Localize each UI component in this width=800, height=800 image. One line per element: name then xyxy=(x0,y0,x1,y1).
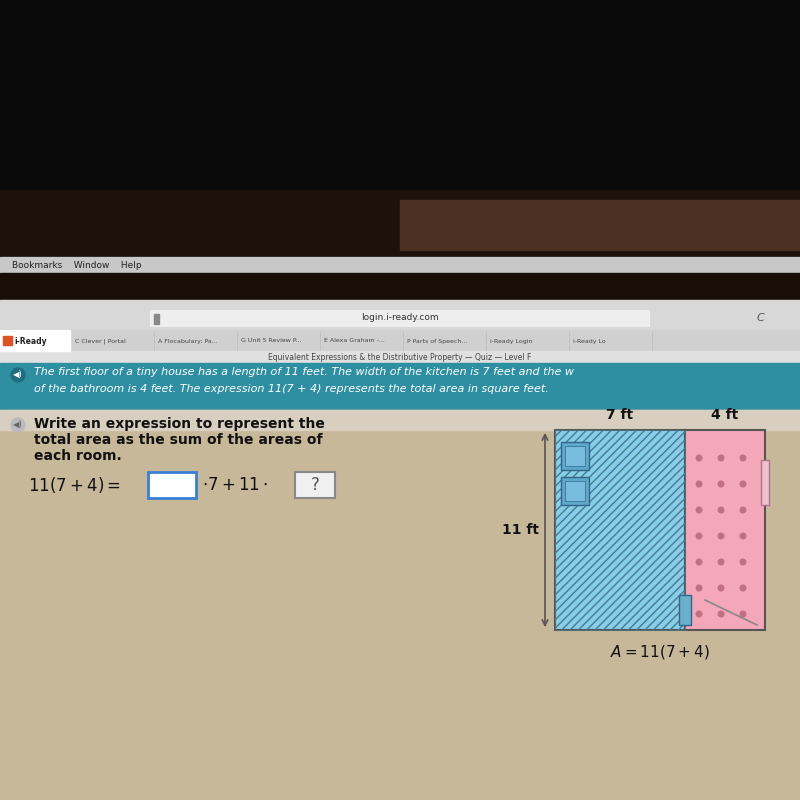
Bar xyxy=(761,460,769,505)
Bar xyxy=(0,410,800,800)
Circle shape xyxy=(740,481,746,486)
Circle shape xyxy=(740,611,746,617)
Circle shape xyxy=(696,507,702,513)
Text: ?: ? xyxy=(310,476,319,494)
Text: E Alexa Graham -...: E Alexa Graham -... xyxy=(324,338,385,343)
Circle shape xyxy=(718,559,724,565)
Bar xyxy=(0,330,800,351)
Text: A Flocabulary: Pa...: A Flocabulary: Pa... xyxy=(158,338,218,343)
Circle shape xyxy=(11,418,25,432)
Bar xyxy=(295,472,335,498)
Text: i-Ready Lo: i-Ready Lo xyxy=(573,338,606,343)
Text: ◀): ◀) xyxy=(13,421,23,430)
Circle shape xyxy=(740,507,746,513)
Bar xyxy=(148,472,196,498)
Text: $\cdot 7 + 11 \cdot$: $\cdot 7 + 11 \cdot$ xyxy=(202,476,268,494)
Text: 7 ft: 7 ft xyxy=(606,408,634,422)
Circle shape xyxy=(696,586,702,590)
Bar xyxy=(679,595,691,625)
Text: C Clever | Portal: C Clever | Portal xyxy=(75,338,126,344)
Text: $A = 11(7 + 4)$: $A = 11(7 + 4)$ xyxy=(610,643,710,661)
Text: P Parts of Speech...: P Parts of Speech... xyxy=(407,338,467,343)
Bar xyxy=(0,273,800,300)
Bar xyxy=(0,410,800,430)
Circle shape xyxy=(718,507,724,513)
Text: i-Ready: i-Ready xyxy=(14,337,46,346)
Circle shape xyxy=(740,559,746,565)
Circle shape xyxy=(696,533,702,539)
Circle shape xyxy=(696,559,702,565)
Text: The first floor of a tiny house has a length of 11 feet. The width of the kitche: The first floor of a tiny house has a le… xyxy=(34,367,574,377)
Text: 11 ft: 11 ft xyxy=(502,523,538,537)
Bar xyxy=(0,257,800,273)
Text: Bookmarks    Window    Help: Bookmarks Window Help xyxy=(12,261,142,270)
Bar xyxy=(0,300,800,330)
Text: Equivalent Expressions & the Distributive Property — Quiz — Level F: Equivalent Expressions & the Distributiv… xyxy=(268,353,532,362)
Bar xyxy=(0,0,800,270)
Circle shape xyxy=(718,586,724,590)
Bar xyxy=(561,477,589,505)
Bar xyxy=(3,336,12,345)
Bar xyxy=(400,200,800,250)
Text: of the bathroom is 4 feet. The expression 11(7 + 4) represents the total area in: of the bathroom is 4 feet. The expressio… xyxy=(34,384,549,394)
Circle shape xyxy=(740,533,746,539)
Circle shape xyxy=(740,586,746,590)
Text: i-Ready Login: i-Ready Login xyxy=(490,338,533,343)
Circle shape xyxy=(11,368,25,382)
Bar xyxy=(0,351,800,363)
Bar xyxy=(154,314,159,324)
Circle shape xyxy=(696,455,702,461)
Text: login.i-ready.com: login.i-ready.com xyxy=(361,314,439,322)
Text: each room.: each room. xyxy=(34,449,122,463)
Bar xyxy=(0,190,800,255)
Circle shape xyxy=(718,533,724,539)
Bar xyxy=(565,446,585,466)
Bar xyxy=(0,330,70,351)
Bar xyxy=(0,363,800,410)
Text: G Unit 5 Review P...: G Unit 5 Review P... xyxy=(241,338,302,343)
Bar xyxy=(150,310,650,327)
Bar xyxy=(555,430,685,630)
Circle shape xyxy=(718,455,724,461)
Bar xyxy=(565,481,585,501)
Circle shape xyxy=(718,481,724,486)
Text: ◀): ◀) xyxy=(13,370,23,379)
Text: total area as the sum of the areas of: total area as the sum of the areas of xyxy=(34,433,322,447)
Circle shape xyxy=(718,611,724,617)
Circle shape xyxy=(696,481,702,486)
Circle shape xyxy=(740,455,746,461)
Text: $11(7+4) =$: $11(7+4) =$ xyxy=(28,475,121,495)
Bar xyxy=(555,430,685,630)
Text: 4 ft: 4 ft xyxy=(711,408,738,422)
Circle shape xyxy=(696,611,702,617)
Bar xyxy=(685,430,765,630)
Text: Write an expression to represent the: Write an expression to represent the xyxy=(34,417,325,431)
Text: C: C xyxy=(756,313,764,323)
Bar xyxy=(561,442,589,470)
